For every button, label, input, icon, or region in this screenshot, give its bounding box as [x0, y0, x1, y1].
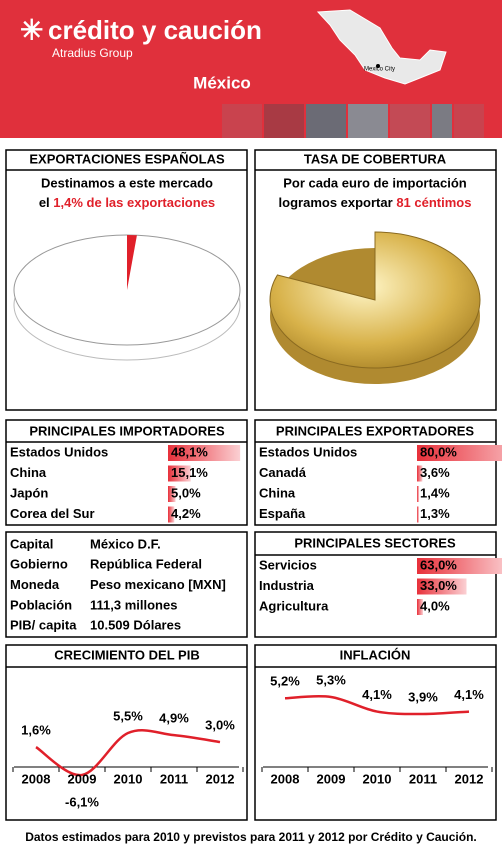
x-tick-label: 2011	[409, 771, 437, 786]
panel-title: EXPORTACIONES ESPAÑOLAS	[29, 151, 225, 166]
map-label: Mexico City	[364, 67, 395, 73]
row-value: 63,0%	[420, 557, 457, 572]
x-tick-label: 2011	[160, 771, 188, 786]
brand: ✳	[20, 14, 43, 45]
panel-title: PRINCIPALES EXPORTADORES	[276, 423, 474, 438]
panel-title: PRINCIPALES IMPORTADORES	[29, 423, 225, 438]
data-label: 4,1%	[362, 687, 392, 702]
panel-title: TASA DE COBERTURA	[304, 151, 447, 166]
x-tick-label: 2012	[206, 771, 235, 786]
panel-frames	[5, 149, 497, 821]
row-name: Estados Unidos	[10, 444, 108, 459]
row-name: Canadá	[259, 465, 307, 480]
x-tick-label: 2012	[455, 771, 484, 786]
country: México	[193, 73, 251, 92]
bar	[417, 506, 419, 523]
pie-slice	[127, 235, 137, 290]
coin-slice	[269, 231, 481, 369]
row-value: 3,6%	[420, 465, 450, 480]
row-name: España	[259, 506, 306, 521]
text: logramos exportar 81 céntimos	[279, 195, 472, 210]
row-name: Japón	[10, 485, 48, 500]
row-name: Industria	[259, 578, 315, 593]
line	[284, 694, 470, 716]
row-name: China	[259, 485, 296, 500]
info-key: Gobierno	[10, 557, 68, 572]
bar	[417, 578, 467, 595]
row-name: Estados Unidos	[259, 444, 357, 459]
data-label: 3,0%	[205, 717, 235, 732]
row-value: 1,4%	[420, 485, 450, 500]
row-name: China	[10, 465, 47, 480]
info-value: 10.509 Dólares	[90, 618, 181, 633]
bar	[417, 486, 420, 502]
bar	[417, 465, 423, 482]
row-value: 15,1%	[171, 465, 208, 480]
bar	[417, 445, 502, 461]
data-label: 5,5%	[113, 708, 143, 723]
data-label: -6,1%	[65, 794, 99, 809]
x-tick-label: 2008	[271, 771, 300, 786]
data-label: 5,2%	[270, 674, 300, 689]
line	[35, 729, 221, 777]
brand-group: Atradius Group	[52, 46, 133, 60]
x-tick-label: 2008	[22, 771, 51, 786]
data-label: 5,3%	[316, 672, 346, 687]
row-name: Corea del Sur	[10, 506, 95, 521]
data-label: 3,9%	[408, 689, 438, 704]
row-value: 1,3%	[420, 506, 450, 521]
panel-title: PRINCIPALES SECTORES	[294, 535, 456, 550]
x-tick-label: 2010	[114, 771, 143, 786]
x-tick-label: 2010	[363, 771, 392, 786]
bar	[168, 445, 241, 461]
map	[316, 9, 447, 85]
bar	[168, 506, 175, 523]
highlight: 1,4% de las exportaciones	[53, 195, 215, 210]
info-value: República Federal	[90, 557, 202, 572]
info-key: Capital	[10, 536, 53, 551]
map-city-dot	[376, 64, 380, 68]
info-key: PIB/ capita	[10, 618, 77, 633]
data-label: 1,6%	[21, 723, 51, 738]
bar	[417, 599, 423, 615]
bar	[168, 465, 191, 482]
panel-title: CRECIMIENTO DEL PIB	[54, 647, 199, 662]
row-value: 5,0%	[171, 485, 201, 500]
text: el 1,4% de las exportaciones	[39, 195, 215, 210]
row-value: 80,0%	[420, 444, 457, 459]
info-value: Peso mexicano [MXN]	[90, 577, 226, 592]
bar	[168, 486, 176, 502]
text: Por cada euro de importación	[283, 175, 467, 190]
x-tick-label: 2009	[68, 771, 97, 786]
text: Destinamos a este mercado	[41, 175, 213, 190]
row-value: 4,2%	[171, 506, 201, 521]
info-value: 111,3 millones	[90, 597, 177, 612]
row-name: Agricultura	[259, 598, 329, 613]
data-label: 4,1%	[454, 687, 484, 702]
row-name: Servicios	[259, 557, 317, 572]
info-key: Población	[10, 597, 72, 612]
brand: crédito y caución	[48, 15, 262, 45]
header-squares	[222, 104, 484, 138]
footer: Datos estimados para 2010 y previstos pa…	[25, 830, 477, 844]
highlight: 81 céntimos	[396, 195, 471, 210]
row-value: 33,0%	[420, 578, 457, 593]
panel-title: INFLACIÓN	[340, 647, 411, 662]
info-value: México D.F.	[90, 536, 161, 551]
x-tick-label: 2009	[317, 771, 346, 786]
bar	[417, 558, 502, 574]
text: logramos exportar	[279, 195, 393, 210]
data-label: 4,9%	[159, 711, 189, 726]
row-value: 4,0%	[420, 598, 450, 613]
row-value: 48,1%	[171, 444, 208, 459]
text: el	[39, 195, 50, 210]
info-key: Moneda	[10, 577, 60, 592]
